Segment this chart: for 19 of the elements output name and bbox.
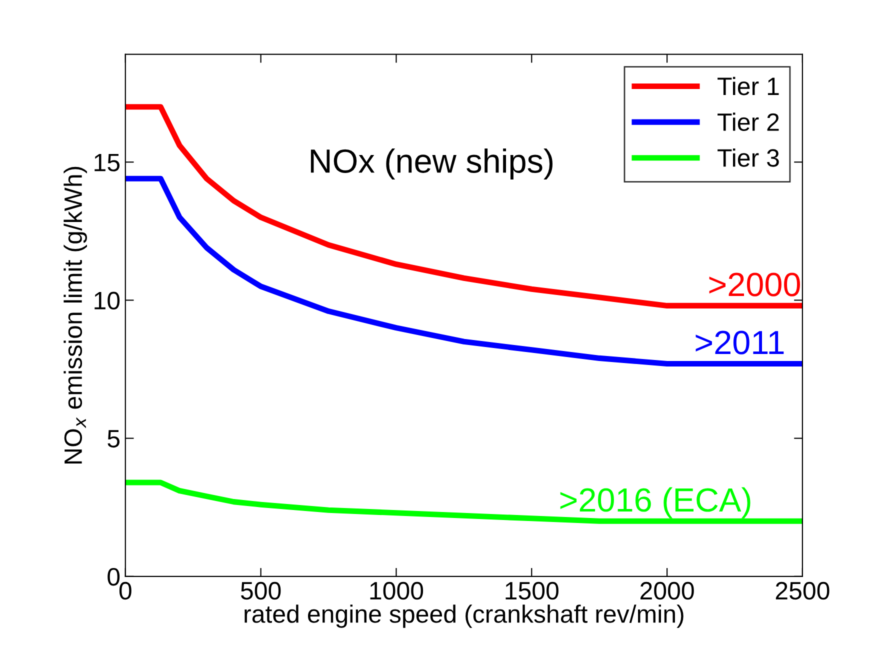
x-tick-label: 500 — [240, 582, 281, 600]
y-tick-label: 5 — [108, 430, 120, 448]
legend-label: Tier 3 — [718, 148, 779, 167]
annotation: >2016 (ECA) — [560, 487, 750, 518]
x-tick-label: 1000 — [370, 582, 424, 600]
annotation: NOx (new ships) — [310, 148, 552, 180]
legend-label: Tier 2 — [718, 112, 779, 132]
x-axis-title: rated engine speed (crankshaft rev/min) — [244, 604, 684, 628]
annotation: >2000 — [709, 272, 800, 296]
y-axis-title: NO$_{x}$ emission limit (g/kWh) — [64, 166, 87, 464]
y-tick-label: 0 — [108, 568, 120, 586]
x-tick-label: 2000 — [640, 582, 694, 600]
y-tick-label: 10 — [94, 292, 120, 310]
y-tick-label: 15 — [94, 154, 120, 172]
legend-label: Tier 1 — [718, 76, 779, 96]
annotation: >2011 — [696, 330, 784, 354]
x-tick-label: 0 — [119, 582, 132, 600]
x-tick-label: 1500 — [506, 582, 558, 600]
x-tick-label: 2500 — [776, 582, 830, 600]
